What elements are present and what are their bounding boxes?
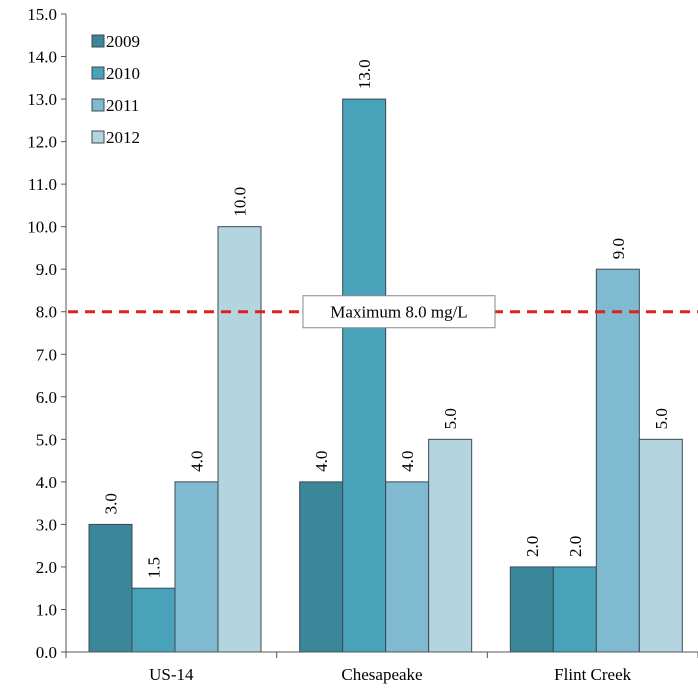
y-tick-label: 7.0 — [36, 345, 57, 364]
bar-2012-flint-creek — [638, 438, 683, 653]
data-label: 4.0 — [188, 451, 207, 472]
y-tick-label: 4.0 — [36, 473, 57, 492]
bar-2012-us-14 — [217, 226, 262, 653]
y-tick-label: 10.0 — [27, 218, 57, 237]
axes-layer: 0.0 1.0 2.0 3.0 4.0 5.0 6.0 7.0 8.0 9.0 10.0 11.0 12… — [27, 5, 698, 684]
data-label: 2.0 — [566, 536, 585, 557]
legend-swatch — [91, 66, 105, 80]
y-tick-label: 2.0 — [36, 558, 57, 577]
y-tick-label: 13.0 — [27, 90, 57, 109]
reference-label-box — [302, 295, 496, 329]
legend-label: 2012 — [106, 128, 140, 147]
bar-2009-us-14 — [88, 523, 133, 653]
y-tick-label: 11.0 — [28, 175, 57, 194]
bar-2011-flint-creek — [595, 268, 640, 653]
data-label: 1.5 — [145, 557, 164, 578]
y-tick-label: 12.0 — [27, 133, 57, 152]
bars-layer — [88, 98, 683, 653]
data-label: 2.0 — [523, 536, 542, 557]
data-label: 10.0 — [231, 187, 250, 217]
data-label: 4.0 — [312, 451, 331, 472]
y-tick-label: 3.0 — [36, 515, 57, 534]
bar-2010-us-14 — [131, 587, 176, 653]
x-tick-label: Flint Creek — [554, 665, 631, 684]
y-tick-label: 1.0 — [36, 600, 57, 619]
bar-2012-chesapeake — [428, 438, 473, 653]
bar-2010-chesapeake — [342, 98, 387, 653]
bar-2011-chesapeake — [385, 481, 430, 653]
reference-line-layer: Maximum 8.0 mg/L — [68, 295, 698, 329]
bar-2009-chesapeake — [299, 481, 344, 653]
y-tick-label: 0.0 — [36, 643, 57, 662]
y-tick-label: 6.0 — [36, 388, 57, 407]
data-label: 3.0 — [102, 493, 121, 514]
legend-label: 2011 — [106, 96, 139, 115]
data-label: 9.0 — [609, 238, 628, 259]
data-label: 5.0 — [441, 408, 460, 429]
data-label: 5.0 — [652, 408, 671, 429]
x-tick-label: US-14 — [149, 665, 194, 684]
data-labels-layer: 3.0 4.0 2.0 1.5 13.0 2.0 4.0 4.0 9.0 10.0 5.0 5.0 — [102, 59, 671, 578]
legend-swatch — [91, 34, 105, 48]
legend-label: 2009 — [106, 32, 140, 51]
bar-2011-us-14 — [174, 481, 219, 653]
y-tick-label: 15.0 — [27, 5, 57, 24]
y-tick-label: 14.0 — [27, 48, 57, 67]
legend-swatch — [91, 98, 105, 112]
legend: 2009 2010 2011 2012 — [91, 32, 140, 147]
bar-2010-flint-creek — [552, 566, 597, 653]
reference-label: Maximum 8.0 mg/L — [330, 303, 467, 322]
data-label: 4.0 — [398, 451, 417, 472]
data-label: 13.0 — [355, 59, 374, 89]
legend-swatch — [91, 130, 105, 144]
legend-label: 2010 — [106, 64, 140, 83]
bar-2009-flint-creek — [509, 566, 554, 653]
y-tick-label: 8.0 — [36, 303, 57, 322]
x-tick-label: Chesapeake — [341, 665, 422, 684]
y-tick-label: 9.0 — [36, 260, 57, 279]
y-tick-label: 5.0 — [36, 430, 57, 449]
